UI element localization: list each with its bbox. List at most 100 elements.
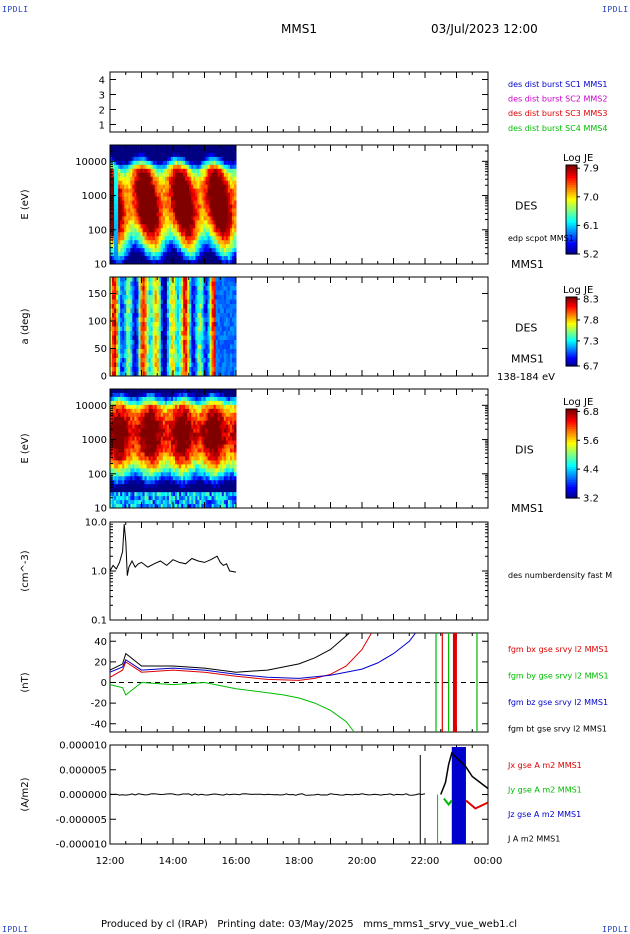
des-energy-spectrogram-cell [136, 152, 139, 158]
des-energy-spectrogram-cell [132, 248, 135, 253]
des-energy-spectrogram-cell [195, 164, 198, 170]
des-energy-spectrogram-cell [191, 256, 194, 261]
dis-energy-spectrogram-cell [160, 460, 164, 465]
des-energy-spectrogram-cell [124, 240, 127, 245]
des-energy-spectrogram-cell [193, 188, 196, 194]
des-pitch-angle-cell [187, 331, 190, 336]
des-energy-spectrogram-cell [152, 216, 156, 221]
des-energy-spectrogram-cell [221, 224, 225, 229]
dis-energy-spectrogram-cell [179, 432, 182, 438]
des-energy-spectrogram-cell [112, 164, 115, 170]
des-pitch-angle-cell [112, 340, 115, 345]
dis-energy-spectrogram-cell [128, 448, 131, 453]
des-energy-spectrogram-cell [138, 256, 141, 261]
des-pitch-angle-cell [168, 353, 172, 359]
des-pitch-angle-cell [205, 281, 209, 287]
des-energy-spectrogram-cell [124, 248, 127, 253]
des-pitch-angle-species-label: DES [515, 322, 537, 335]
des-energy-spectrogram-cell [136, 180, 139, 186]
dis-energy-spectrogram-cell [114, 404, 117, 410]
des-pitch-angle-cell [154, 322, 158, 327]
des-energy-spectrogram-cell [162, 252, 166, 257]
des-pitch-angle-cell [183, 295, 186, 300]
des-pitch-angle-cell [189, 371, 192, 377]
des-energy-spectrogram-cell [142, 232, 146, 237]
dis-energy-spectrogram-cell [170, 440, 174, 446]
dis-energy-spectrogram-cell [134, 444, 137, 449]
des-energy-spectrogram-cell [150, 252, 154, 257]
des-pitch-angle-cell [213, 349, 217, 354]
dis-energy-spectrogram-cell [148, 492, 152, 497]
des-pitch-angle-cell [205, 295, 209, 300]
des-energy-spectrogram-cell [126, 145, 129, 150]
des-pitch-angle-cell [116, 349, 119, 354]
des-energy-spectrogram-cell [130, 256, 133, 261]
dis-energy-spectrogram-cell [189, 436, 192, 442]
des-energy-spectrogram-cell [203, 240, 207, 245]
des-pitch-angle-colorbar-cell [566, 317, 577, 321]
des-energy-spectrogram-cell [183, 145, 186, 150]
dis-energy-spectrogram-cell [114, 424, 117, 430]
des-pitch-angle-cell [136, 308, 139, 314]
des-pitch-angle-cell [166, 308, 170, 314]
dis-energy-spectrogram-cell [197, 472, 200, 477]
des-energy-spectrogram-cell [128, 184, 131, 190]
des-pitch-angle-cell [142, 340, 146, 345]
dis-energy-spectrogram-cell [118, 468, 121, 473]
des-energy-spectrogram-cell [128, 232, 131, 237]
dis-energy-spectrogram-cell [197, 420, 200, 426]
dis-energy-spectrogram-cell [126, 476, 129, 481]
des-energy-spectrogram-cell [215, 208, 219, 213]
des-energy-spectrogram-cell [136, 260, 139, 265]
dis-energy-spectrogram-cell [183, 420, 186, 426]
des-energy-spectrogram-cell [160, 228, 164, 233]
dis-energy-spectrogram-cell [185, 389, 188, 394]
dis-energy-spectrogram-cell [170, 412, 174, 418]
dis-energy-spectrogram-cell [130, 436, 133, 442]
dis-energy-spectrogram-cell [154, 432, 158, 438]
dis-energy-spectrogram-cell [126, 448, 129, 453]
des-energy-spectrogram-cell [201, 164, 204, 170]
dis-energy-spectrogram-cell [183, 504, 186, 509]
dis-energy-spectrogram-cell [191, 416, 194, 422]
des-pitch-angle-cell [118, 358, 121, 363]
dis-energy-spectrogram-cell [158, 496, 162, 501]
des-energy-spectrogram-cell [152, 184, 156, 190]
des-pitch-angle-cell [166, 353, 170, 359]
des-pitch-angle-cell [221, 308, 225, 314]
dis-energy-spectrogram-cell [158, 424, 162, 430]
des-energy-spectrogram-cell [191, 236, 194, 241]
dis-energy-spectrogram-cell [168, 432, 172, 438]
des-energy-spectrogram-cell [177, 188, 180, 194]
des-energy-spectrogram-cell [175, 200, 178, 205]
des-pitch-angle-cell [112, 371, 115, 377]
dis-energy-spectrogram-cell [203, 476, 207, 481]
des-energy-spectrogram-cell [144, 244, 148, 249]
des-energy-spectrogram-cell [189, 148, 192, 154]
des-pitch-angle-cell [191, 313, 194, 318]
dis-energy-spectrogram-cell [134, 448, 137, 453]
des-pitch-angle-cell [168, 295, 172, 300]
des-energy-spectrogram-cell [154, 204, 158, 209]
dis-energy-spectrogram-cell [166, 400, 170, 406]
des-energy-spectrogram-cell [154, 176, 158, 182]
des-energy-spectrogram-cell [185, 172, 188, 178]
dis-energy-spectrogram-cell [205, 412, 209, 418]
dis-energy-spectrogram-cell [175, 504, 178, 509]
dis-energy-spectrogram-cell [154, 396, 158, 402]
des-pitch-angle-cell [110, 331, 113, 336]
des-energy-spectrogram-cell [118, 180, 121, 186]
des-energy-spectrogram-cell [164, 248, 168, 253]
dis-energy-spectrogram-cell [156, 496, 160, 501]
dis-energy-spectrogram-cell [199, 408, 202, 414]
des-pitch-angle-cell [187, 322, 190, 327]
des-energy-spectrogram-cell [160, 148, 164, 154]
dis-energy-spectrogram-cell [128, 396, 131, 402]
des-energy-spectrogram-cell [164, 216, 168, 221]
des-energy-spectrogram-cell [203, 200, 207, 205]
des-pitch-angle-cell [138, 326, 141, 332]
des-energy-spectrogram-cell [225, 256, 229, 261]
dis-energy-spectrogram-cell [160, 464, 164, 469]
des-energy-spectrogram-cell [142, 228, 146, 233]
des-energy-spectrogram-cell [130, 224, 133, 229]
